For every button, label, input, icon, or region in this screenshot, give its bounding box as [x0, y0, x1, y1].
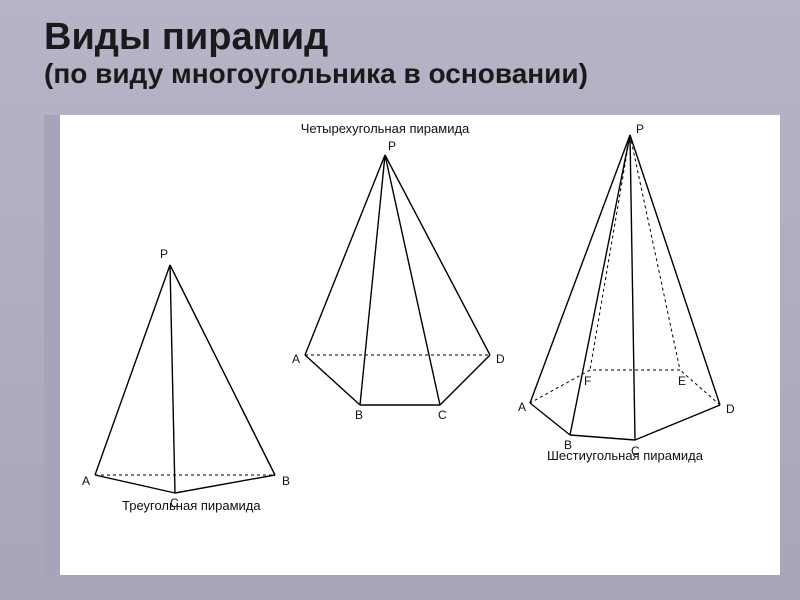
edge-PD — [630, 135, 720, 405]
vertex-label-P: P — [636, 122, 644, 136]
edge-CD — [635, 405, 720, 440]
edge-PA — [530, 135, 630, 403]
edge-CD — [440, 355, 490, 405]
edge-PC — [170, 265, 175, 493]
edge-FA — [530, 370, 590, 403]
vertex-label-A: A — [82, 474, 90, 488]
pyramids-diagram: P A B C Треугольная пирамида P A B C D Четырехугол… — [60, 115, 780, 575]
title-subtitle: (по виду многоугольника в основании) — [44, 58, 764, 90]
edge-PB — [170, 265, 275, 475]
pyramid-triangular: PABCТреугольная пирамида — [82, 247, 290, 513]
slide: Виды пирамид (по виду многоугольника в о… — [0, 0, 800, 600]
pyramid-label-hexagonal: Шестиугольная пирамида — [547, 448, 704, 463]
vertex-label-P: P — [160, 247, 168, 261]
edge-PB — [570, 135, 630, 435]
edge-BC — [570, 435, 635, 440]
edge-AB — [305, 355, 360, 405]
diagram-canvas: P A B C Треугольная пирамида P A B C D Четырехугол… — [60, 115, 780, 575]
edge-PC — [630, 135, 635, 440]
title-block: Виды пирамид (по виду многоугольника в о… — [44, 18, 764, 90]
vertex-label-A: A — [292, 352, 300, 366]
vertex-label-D: D — [726, 402, 735, 416]
edge-PE — [630, 135, 680, 370]
vertex-label-B: B — [355, 408, 363, 422]
vertex-label-F: F — [584, 374, 591, 388]
edge-PD — [385, 155, 490, 355]
edge-PC — [385, 155, 440, 405]
vertex-label-P: P — [388, 139, 396, 153]
edge-PB — [360, 155, 385, 405]
title-main: Виды пирамид — [44, 18, 764, 58]
edge-PA — [305, 155, 385, 355]
pyramid-hexagonal: PABCDEFШестиугольная пирамида — [518, 122, 735, 463]
vertex-label-A: A — [518, 400, 526, 414]
pyramid-label-quadrilateral: Четырехугольная пирамида — [301, 121, 470, 136]
accent-bar — [44, 115, 60, 575]
edge-AB — [530, 403, 570, 435]
vertex-label-E: E — [678, 374, 686, 388]
edge-CB — [175, 475, 275, 493]
edge-AC — [95, 475, 175, 493]
edge-PA — [95, 265, 170, 475]
vertex-label-B: B — [282, 474, 290, 488]
pyramid-label-triangular: Треугольная пирамида — [122, 498, 261, 513]
vertex-label-C: C — [438, 408, 447, 422]
edge-PF — [590, 135, 630, 370]
vertex-label-D: D — [496, 352, 505, 366]
pyramid-quadrilateral: P A B C D Четырехугольная пирамида — [292, 121, 505, 422]
